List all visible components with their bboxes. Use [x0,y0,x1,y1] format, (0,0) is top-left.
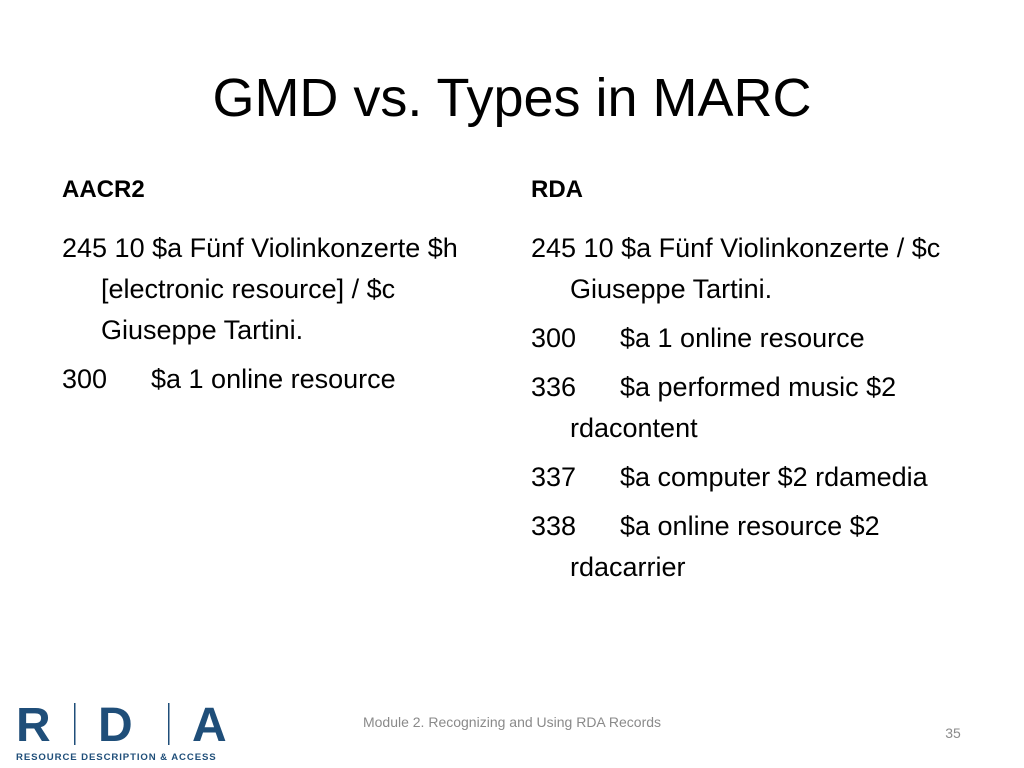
rda-logo-d: D [98,699,133,752]
rda-field-245: 245 10 $a Fünf Violinkonzerte / $c Giuse… [531,233,941,304]
rda-field-338-tag: 338 [531,511,577,541]
rda-field-336-tag: 336 [531,372,577,402]
rda-logo-r: R [16,699,51,752]
rda-field-337-text: $a computer $2 rdamedia [620,462,928,492]
rda-field-336: 336 $a performed music $2 rdacontent [531,367,976,449]
rda-logo-divider-1 [74,703,76,745]
rda-content: 245 10 $a Fünf Violinkonzerte / $c Giuse… [531,228,976,596]
aacr2-field-245: 245 10 $a Fünf Violinkonzerte $h [electr… [62,233,458,345]
aacr2-field-300: 300 $a 1 online resource [62,359,502,400]
page-number: 35 [945,725,961,741]
rda-field-338-text: $a online resource $2 rdacarrier [570,511,880,582]
rda-logo-a: A [192,699,227,752]
rda-field-336-text: $a performed music $2 rdacontent [570,372,897,443]
aacr2-heading: AACR2 [62,176,145,203]
rda-heading: RDA [531,176,583,203]
page-title: GMD vs. Types in MARC [212,68,812,128]
rda-field-337-tag: 337 [531,462,577,492]
aacr2-field-300-text: $a 1 online resource [151,364,396,394]
aacr2-content: 245 10 $a Fünf Violinkonzerte $h [electr… [62,228,502,408]
rda-field-338: 338 $a online resource $2 rdacarrier [531,506,976,588]
rda-field-300: 300 $a 1 online resource [531,318,976,359]
aacr2-field-300-tag: 300 [62,364,108,394]
rda-logo: R D A RESOURCE DESCRIPTION & ACCESS [16,699,227,763]
rda-field-337: 337 $a computer $2 rdamedia [531,457,976,498]
rda-logo-divider-2 [168,703,170,745]
rda-field-300-tag: 300 [531,323,577,353]
rda-logo-subtitle: RESOURCE DESCRIPTION & ACCESS [16,752,217,763]
rda-field-300-text: $a 1 online resource [620,323,865,353]
footer-module-text: Module 2. Recognizing and Using RDA Reco… [362,714,662,730]
